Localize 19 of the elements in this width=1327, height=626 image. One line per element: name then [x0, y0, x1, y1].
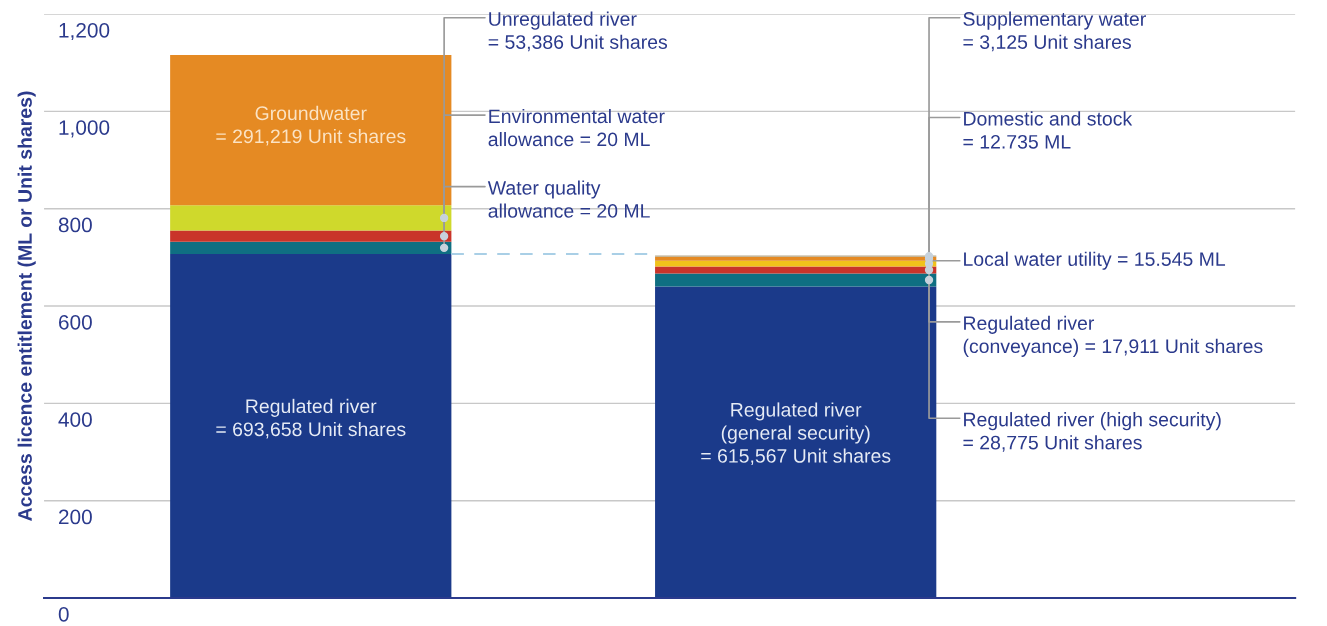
- annotation: Water quality allowance = 20 ML: [487, 180, 650, 218]
- annotation: Unregulated river = 53,386 Unit shares: [488, 11, 668, 52]
- annotation: Groundwater = 291,219 Unit shares: [216, 105, 406, 146]
- annotation: Supplementary water = 3,125 Unit shares: [963, 11, 1146, 52]
- y-axis-title: Access licence entitlement (ML or Unit shares): [17, 91, 36, 521]
- annotation: Local water utility = 15.545 ML: [964, 251, 1226, 270]
- annotation: Regulated river (conveyance) = 17,911 Unit shares: [963, 315, 1263, 357]
- y-tick-label: 0: [58, 606, 69, 622]
- y-tick-label: 200: [58, 509, 92, 525]
- annotation: Regulated river (general security) = 615,567 Unit shares: [701, 402, 891, 466]
- annotation: Regulated river = 693,658 Unit shares: [216, 398, 406, 439]
- annotation: Environmental water allowance = 20 ML: [488, 108, 665, 147]
- y-tick-label: 800: [58, 217, 92, 233]
- y-tick-label: 600: [59, 314, 92, 330]
- y-tick-label: 1,000: [59, 120, 110, 138]
- y-tick-label: 1,200: [59, 22, 110, 41]
- annotation: Regulated river (high security) = 28,775 Unit shares: [963, 412, 1221, 452]
- annotation: Domestic and stock = 12.735 ML: [963, 111, 1133, 149]
- y-tick-label: 400: [58, 412, 92, 427]
